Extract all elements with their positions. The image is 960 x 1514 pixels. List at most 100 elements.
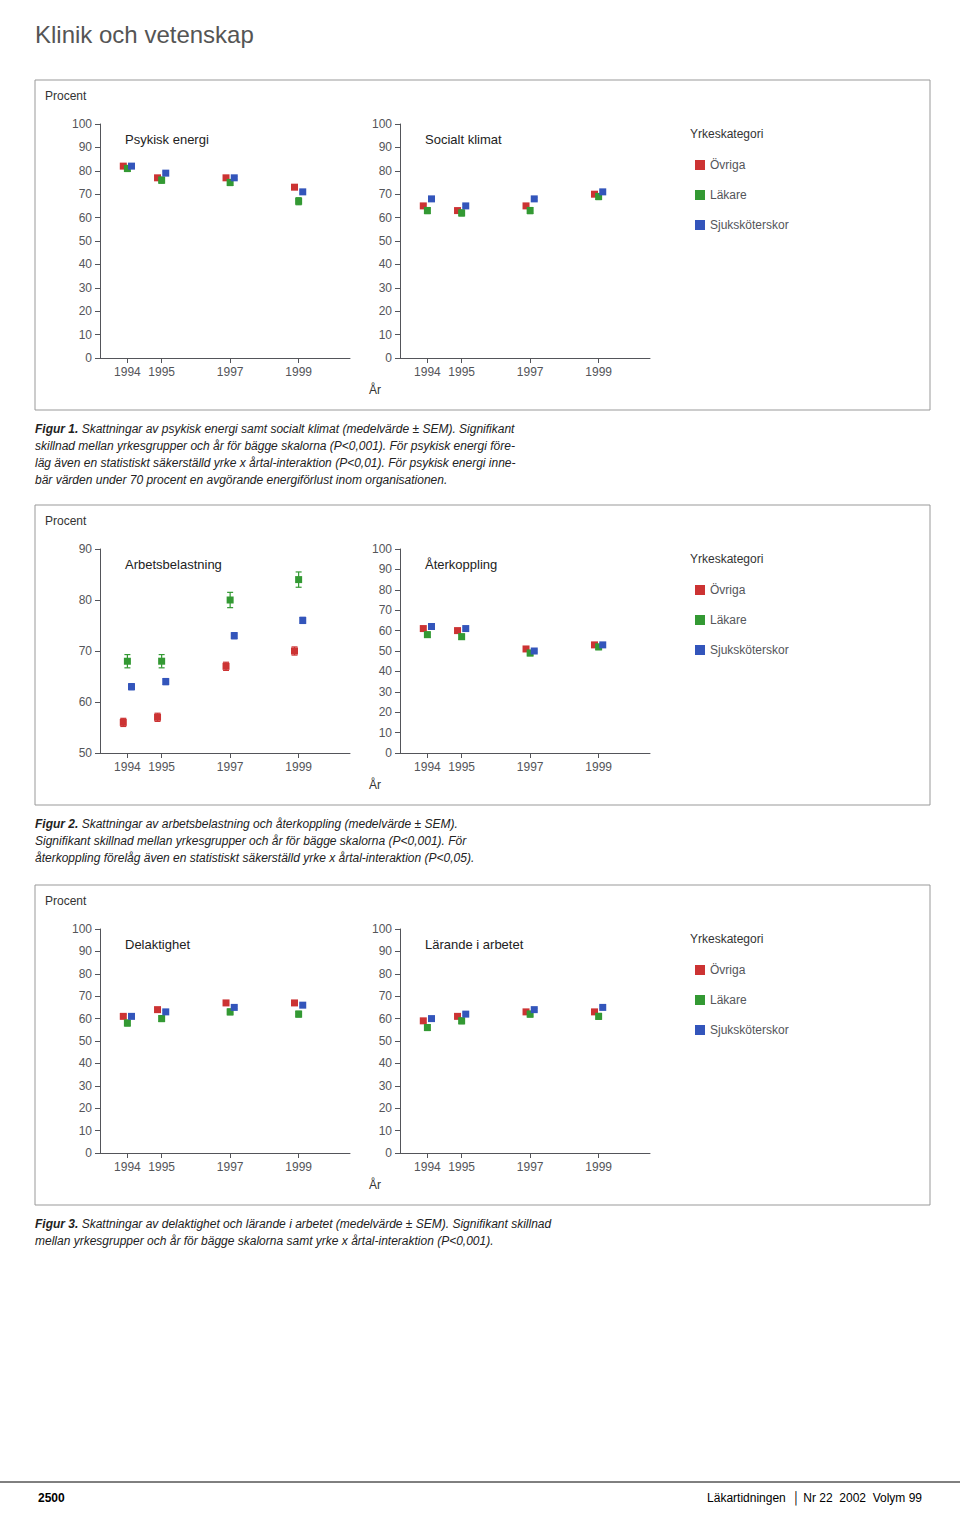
svg-text:1994: 1994	[114, 760, 141, 774]
svg-text:60: 60	[379, 1012, 393, 1026]
svg-text:40: 40	[379, 664, 393, 678]
svg-text:återkoppling förelåg även en s: återkoppling förelåg även en statistiskt…	[35, 851, 474, 865]
svg-text:1994: 1994	[114, 1160, 141, 1174]
svg-text:50: 50	[79, 234, 93, 248]
svg-text:20: 20	[379, 1101, 393, 1115]
svg-text:1999: 1999	[585, 365, 612, 379]
svg-text:Lärande i arbetet: Lärande i arbetet	[425, 937, 524, 952]
svg-text:Sjuksköterskor: Sjuksköterskor	[710, 643, 789, 657]
svg-text:1995: 1995	[448, 760, 475, 774]
svg-text:10: 10	[79, 328, 93, 342]
svg-text:Psykisk energi: Psykisk energi	[125, 132, 209, 147]
svg-text:1997: 1997	[517, 760, 544, 774]
svg-text:0: 0	[85, 351, 92, 365]
svg-text:100: 100	[372, 542, 392, 556]
svg-text:0: 0	[385, 746, 392, 760]
svg-text:1995: 1995	[448, 365, 475, 379]
svg-text:Skattningar av delaktighet och: Skattningar av delaktighet och lärande i…	[78, 1217, 551, 1231]
svg-text:Procent: Procent	[45, 514, 87, 528]
svg-text:70: 70	[379, 187, 393, 201]
svg-text:1997: 1997	[217, 365, 244, 379]
svg-text:1999: 1999	[285, 1160, 312, 1174]
svg-text:50: 50	[379, 234, 393, 248]
svg-text:1994: 1994	[414, 1160, 441, 1174]
svg-text:1999: 1999	[285, 365, 312, 379]
svg-text:40: 40	[79, 257, 93, 271]
svg-text:1995: 1995	[448, 1160, 475, 1174]
svg-text:90: 90	[79, 542, 93, 556]
svg-text:1997: 1997	[217, 1160, 244, 1174]
svg-text:30: 30	[79, 281, 93, 295]
svg-text:Delaktighet: Delaktighet	[125, 937, 190, 952]
svg-text:90: 90	[79, 140, 93, 154]
svg-text:30: 30	[379, 281, 393, 295]
svg-text:bär värden under 70 procent en: bär värden under 70 procent en avgörande…	[35, 473, 447, 487]
svg-text:10: 10	[79, 1124, 93, 1138]
svg-text:50: 50	[379, 644, 393, 658]
svg-text:Övriga: Övriga	[710, 583, 746, 597]
svg-text:Återkoppling: Återkoppling	[425, 557, 497, 572]
svg-text:30: 30	[379, 1079, 393, 1093]
svg-text:50: 50	[379, 1034, 393, 1048]
svg-text:10: 10	[379, 726, 393, 740]
svg-text:skillnad mellan yrkesgrupper o: skillnad mellan yrkesgrupper och år för …	[35, 439, 515, 453]
svg-text:Socialt klimat: Socialt klimat	[425, 132, 502, 147]
svg-text:20: 20	[379, 705, 393, 719]
svg-text:20: 20	[79, 304, 93, 318]
svg-text:1997: 1997	[517, 365, 544, 379]
svg-text:30: 30	[79, 1079, 93, 1093]
svg-text:80: 80	[379, 164, 393, 178]
svg-text:Sjuksköterskor: Sjuksköterskor	[710, 1023, 789, 1037]
svg-text:80: 80	[379, 967, 393, 981]
svg-text:Figur 2.: Figur 2.	[35, 817, 78, 831]
svg-text:Övriga: Övriga	[710, 963, 746, 977]
svg-text:1994: 1994	[114, 365, 141, 379]
svg-text:40: 40	[379, 257, 393, 271]
svg-text:År: År	[369, 777, 381, 792]
svg-text:60: 60	[379, 624, 393, 638]
svg-text:50: 50	[79, 746, 93, 760]
svg-text:Figur 3.: Figur 3.	[35, 1217, 78, 1231]
svg-text:80: 80	[79, 967, 93, 981]
svg-text:År: År	[369, 382, 381, 397]
svg-text:1999: 1999	[585, 760, 612, 774]
svg-text:50: 50	[79, 1034, 93, 1048]
svg-text:Yrkeskategori: Yrkeskategori	[690, 127, 763, 141]
svg-text:80: 80	[79, 164, 93, 178]
svg-text:1997: 1997	[217, 760, 244, 774]
svg-text:1995: 1995	[148, 760, 175, 774]
svg-text:90: 90	[379, 944, 393, 958]
svg-text:100: 100	[372, 117, 392, 131]
svg-text:Läkare: Läkare	[710, 188, 747, 202]
svg-text:Läkartidningen │ Nr 22 2002: Läkartidningen │ Nr 22 2002 Volym 99	[707, 1491, 922, 1506]
svg-text:Procent: Procent	[45, 894, 87, 908]
svg-text:1995: 1995	[148, 1160, 175, 1174]
svg-text:100: 100	[372, 922, 392, 936]
svg-text:0: 0	[385, 1146, 392, 1160]
svg-text:70: 70	[79, 644, 93, 658]
svg-text:60: 60	[79, 1012, 93, 1026]
svg-text:Arbetsbelastning: Arbetsbelastning	[125, 557, 222, 572]
svg-text:Yrkeskategori: Yrkeskategori	[690, 552, 763, 566]
svg-text:Signifikant skillnad mellan yr: Signifikant skillnad mellan yrkesgrupper…	[35, 834, 467, 848]
svg-text:20: 20	[379, 304, 393, 318]
svg-text:1999: 1999	[285, 760, 312, 774]
svg-text:Skattningar av arbetsbelastnin: Skattningar av arbetsbelastning och åter…	[78, 817, 457, 831]
svg-text:80: 80	[379, 583, 393, 597]
svg-text:1997: 1997	[517, 1160, 544, 1174]
svg-text:90: 90	[379, 562, 393, 576]
svg-text:Skattningar av psykisk energi: Skattningar av psykisk energi samt socia…	[78, 422, 515, 436]
svg-text:70: 70	[79, 989, 93, 1003]
svg-text:60: 60	[79, 211, 93, 225]
svg-text:40: 40	[79, 1056, 93, 1070]
svg-text:10: 10	[379, 1124, 393, 1138]
svg-text:Övriga: Övriga	[710, 158, 746, 172]
svg-text:90: 90	[79, 944, 93, 958]
svg-text:80: 80	[79, 593, 93, 607]
svg-text:60: 60	[79, 695, 93, 709]
svg-text:Sjuksköterskor: Sjuksköterskor	[710, 218, 789, 232]
svg-text:Yrkeskategori: Yrkeskategori	[690, 932, 763, 946]
svg-text:10: 10	[379, 328, 393, 342]
svg-text:70: 70	[79, 187, 93, 201]
svg-text:År: År	[369, 1177, 381, 1192]
